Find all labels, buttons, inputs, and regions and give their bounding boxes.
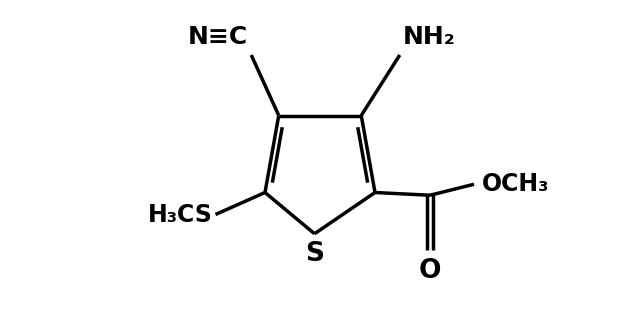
- Text: OCH₃: OCH₃: [483, 172, 550, 196]
- Text: N≡C: N≡C: [188, 25, 248, 50]
- Text: H₃CS: H₃CS: [148, 203, 212, 226]
- Text: S: S: [305, 242, 324, 267]
- Text: NH₂: NH₂: [403, 25, 455, 50]
- Text: O: O: [419, 258, 441, 284]
